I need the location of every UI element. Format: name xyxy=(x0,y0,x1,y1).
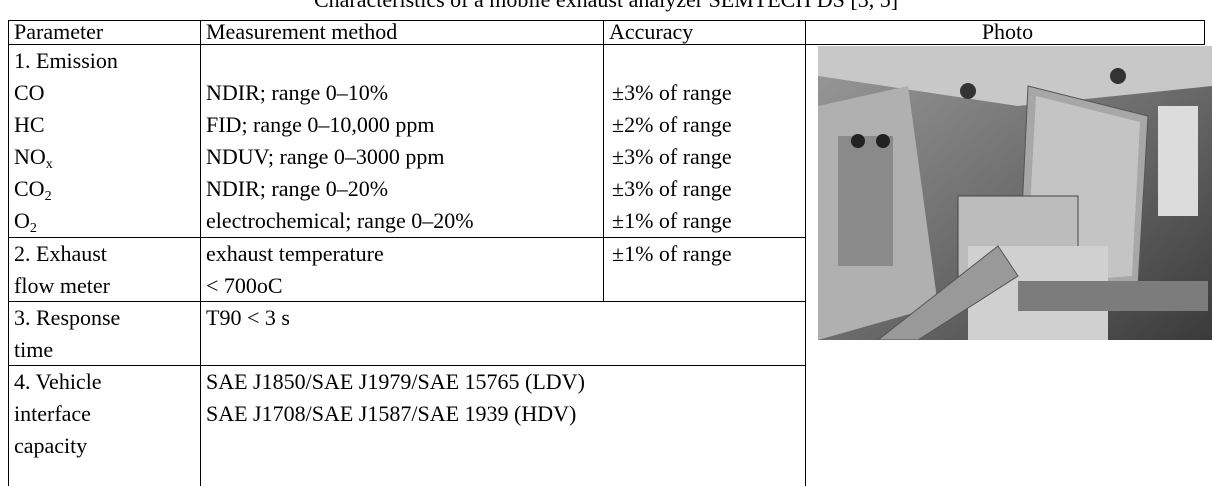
param-text: O2 xyxy=(14,205,200,237)
param-cell: 1. Emission CO HC NOx CO2 O2 xyxy=(8,44,201,238)
method-text: T90 < 3 s xyxy=(206,305,290,330)
accuracy-text: ±1% of range xyxy=(612,241,732,266)
method-cell: NDIR; range 0–10% FID; range 0–10,000 pp… xyxy=(200,44,604,238)
param-text: flow meter xyxy=(14,273,110,298)
text: 2 xyxy=(44,189,52,204)
text: CO xyxy=(14,80,45,105)
param-text: 1. Emission xyxy=(14,48,118,73)
text: 2 xyxy=(29,221,37,236)
accuracy-text: ±3% of range xyxy=(612,80,732,105)
text: O xyxy=(14,208,30,233)
text: CO xyxy=(14,176,45,201)
text: HC xyxy=(14,112,45,137)
method-text: NDIR; range 0–10% xyxy=(206,80,389,105)
param-text: HC xyxy=(14,109,200,141)
param-text: 3. Response xyxy=(14,305,121,330)
accuracy-text: ±1% of range xyxy=(612,208,732,233)
method-cell: exhaust temperature < 700oC xyxy=(200,237,604,302)
text: x xyxy=(45,157,53,172)
header-cell: Photo xyxy=(805,20,1205,45)
param-cell: 3. Response time xyxy=(8,301,201,366)
method-text: FID; range 0–10,000 ppm xyxy=(206,112,435,137)
param-cell: 4. Vehicle interface capacity xyxy=(8,365,201,486)
param-text: CO2 xyxy=(14,173,200,205)
param-text: interface xyxy=(14,401,91,426)
accuracy-cell: ±3% of range ±2% of range ±3% of range ±… xyxy=(603,44,806,238)
accuracy-text: ±3% of range xyxy=(612,176,732,201)
param-text: time xyxy=(14,337,54,362)
accuracy-text: ±2% of range xyxy=(612,112,732,137)
method-text: NDIR; range 0–20% xyxy=(206,176,389,201)
header-cell: Measurement method xyxy=(200,20,604,45)
method-cell: T90 < 3 s xyxy=(200,301,806,366)
method-text: < 700oC xyxy=(206,273,283,298)
accuracy-text: ±3% of range xyxy=(612,144,732,169)
text: NO xyxy=(14,144,46,169)
param-text: capacity xyxy=(14,433,88,458)
method-text: SAE J1850/SAE J1979/SAE 15765 (LDV) xyxy=(206,369,585,394)
param-cell: 2. Exhaust flow meter xyxy=(8,237,201,302)
method-text: exhaust temperature xyxy=(206,241,384,266)
header-text: Accuracy xyxy=(609,19,694,44)
header-cell: Parameter xyxy=(8,20,201,45)
header-text: Measurement method xyxy=(206,19,398,44)
photo xyxy=(818,46,1212,340)
param-text: 2. Exhaust xyxy=(14,241,107,266)
header-text: Parameter xyxy=(14,19,104,44)
table-title: Characteristics of a mobile exhaust anal… xyxy=(0,0,1212,12)
param-text: 4. Vehicle xyxy=(14,369,102,394)
method-text: electrochemical; range 0–20% xyxy=(206,208,474,233)
method-text: NDUV; range 0–3000 ppm xyxy=(206,144,445,169)
header-cell: Accuracy xyxy=(603,20,806,45)
param-text: CO xyxy=(14,77,200,109)
header-text: Photo xyxy=(981,19,1034,44)
method-cell: SAE J1850/SAE J1979/SAE 15765 (LDV) SAE … xyxy=(200,365,806,486)
param-text: NOx xyxy=(14,141,200,173)
method-text: SAE J1708/SAE J1587/SAE 1939 (HDV) xyxy=(206,401,577,426)
accuracy-cell: ±1% of range xyxy=(603,237,806,302)
